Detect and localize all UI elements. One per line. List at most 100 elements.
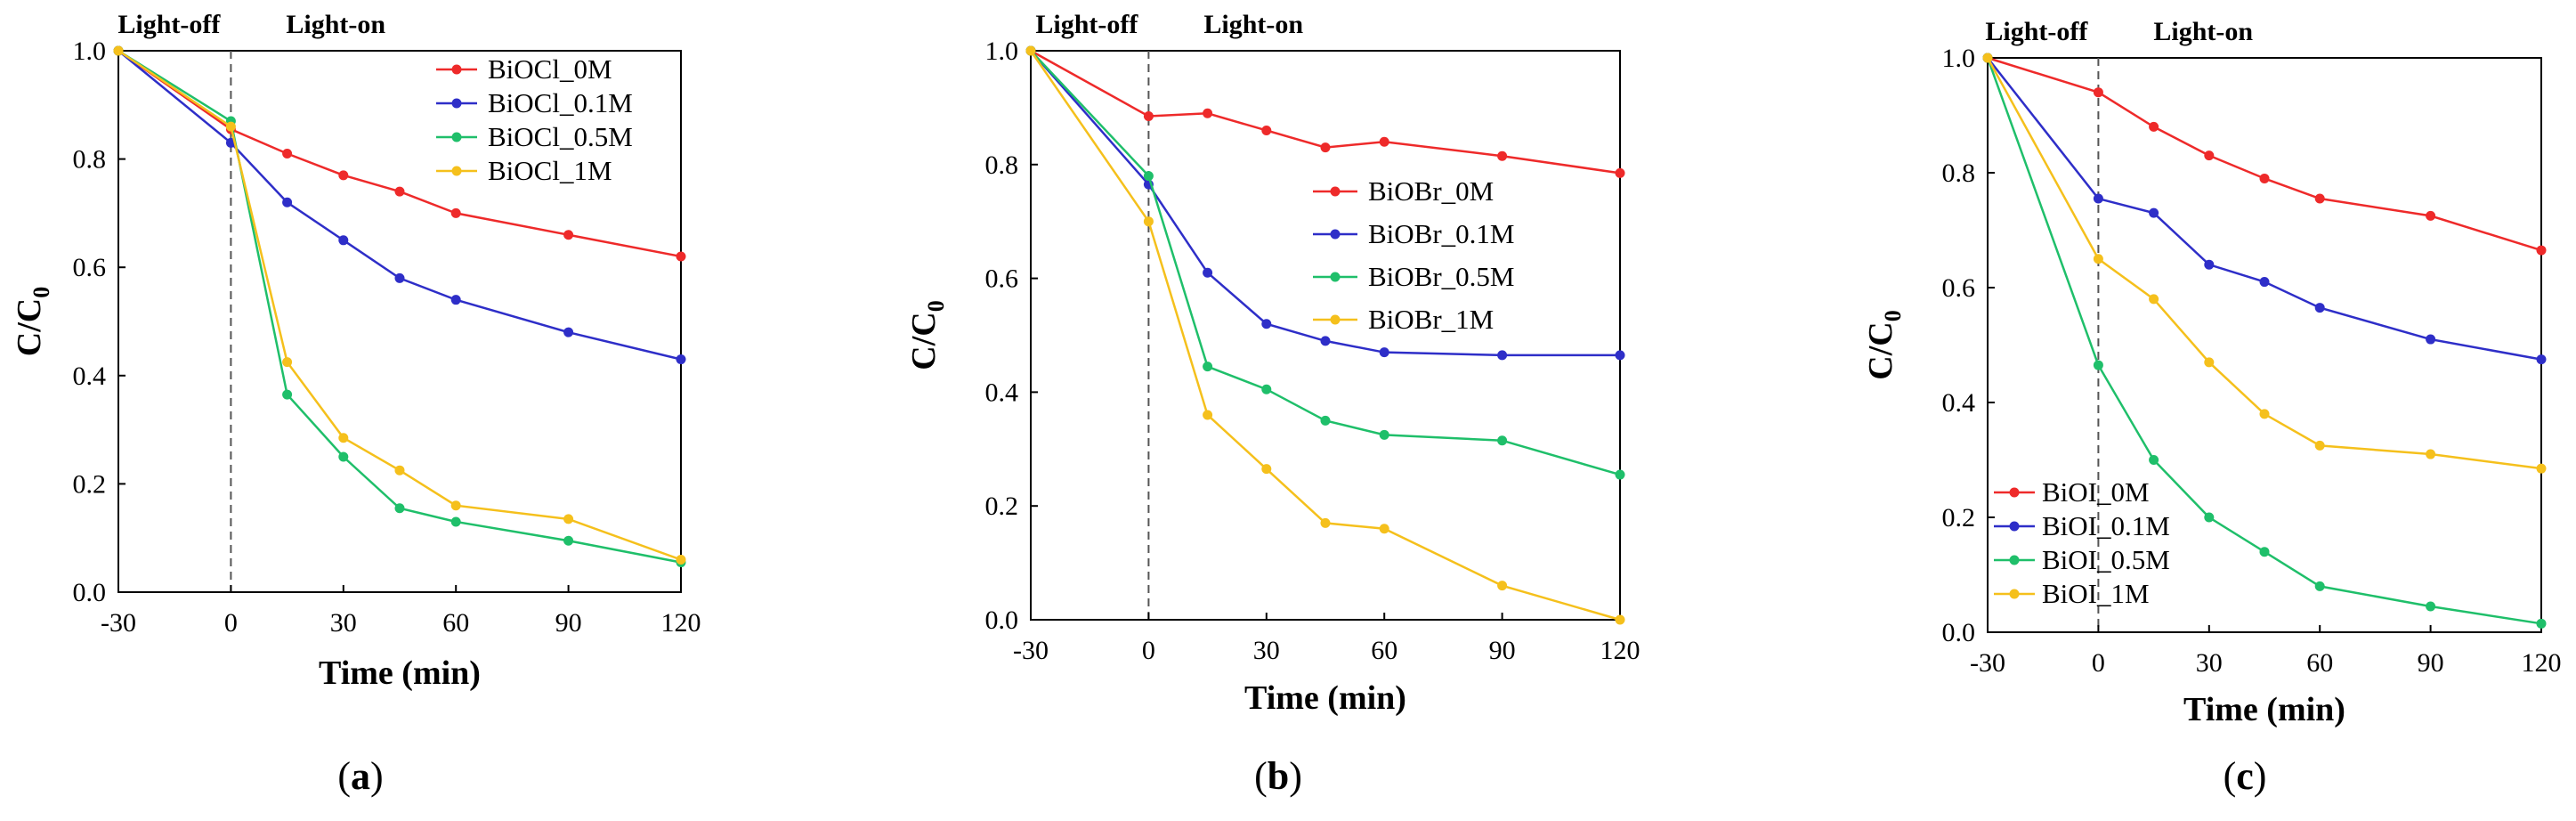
data-point <box>2426 601 2436 612</box>
y-tick-label: 1.0 <box>985 37 1019 66</box>
data-point <box>1203 267 1213 278</box>
caption-open-paren: ( <box>337 754 351 798</box>
y-tick-label: 0.8 <box>1942 159 1976 188</box>
data-point <box>1615 167 1625 178</box>
legend-swatch-marker <box>1330 272 1341 282</box>
series-4 <box>1982 53 2547 474</box>
y-axis-title: C/C0 <box>1862 310 1906 379</box>
data-point <box>1615 350 1625 361</box>
legend-entry-label: BiOI_0.5M <box>2042 544 2170 575</box>
data-point <box>2426 210 2436 221</box>
legend-entry-label: BiOCl_0.5M <box>488 121 633 152</box>
data-point <box>1261 125 1272 135</box>
series-2 <box>1982 53 2547 365</box>
data-point <box>2536 245 2547 256</box>
data-point <box>2426 449 2436 459</box>
data-point <box>2204 150 2215 161</box>
series-4 <box>113 45 686 565</box>
data-point <box>1379 524 1389 534</box>
legend-entry-label: BiOI_0.1M <box>2042 510 2170 541</box>
y-tick-label: 0.4 <box>985 378 1019 407</box>
y-tick-label: 0.6 <box>1942 273 1976 303</box>
x-tick-label: -30 <box>1013 636 1049 665</box>
legend-swatch-marker <box>1330 314 1341 325</box>
x-tick-label: -30 <box>1970 648 2005 678</box>
data-point <box>563 535 574 546</box>
data-point <box>2093 193 2103 204</box>
x-tick-label: 30 <box>1253 636 1280 665</box>
data-point <box>563 230 574 240</box>
data-point <box>1320 336 1331 346</box>
x-tick-label: 0 <box>2092 648 2105 678</box>
panel-caption: (b) <box>1254 754 1302 798</box>
legend-swatch-marker <box>2009 555 2020 565</box>
y-tick-label: 0.2 <box>985 492 1019 521</box>
series-1 <box>1982 53 2547 256</box>
data-point <box>1203 410 1213 420</box>
annotation-light-on: Light-on <box>2153 17 2253 46</box>
x-tick-label: 90 <box>555 608 582 638</box>
data-point <box>113 45 124 56</box>
data-point <box>282 149 293 159</box>
data-point <box>1261 384 1272 394</box>
data-point <box>1143 171 1154 182</box>
data-point <box>2149 121 2159 132</box>
caption-open-paren: ( <box>2224 754 2237 798</box>
legend-entry-label: BiOI_1M <box>2042 578 2150 609</box>
series-line <box>1030 50 1621 476</box>
legend-entry-label: BiOCl_0M <box>488 53 612 85</box>
y-tick-label: 1.0 <box>1942 44 1976 73</box>
series-line <box>1987 57 2542 361</box>
legend-swatch-marker <box>451 98 462 109</box>
data-point <box>1982 53 1993 63</box>
caption-open-paren: ( <box>1254 754 1268 798</box>
data-point <box>1143 216 1154 227</box>
legend-swatch-marker <box>451 166 462 176</box>
y-axis-title-main: C/C <box>11 298 48 356</box>
data-point <box>450 516 461 527</box>
y-axis-title-subscript: 0 <box>1880 310 1906 321</box>
legend-swatch-marker <box>451 132 462 142</box>
series-line <box>117 49 682 561</box>
data-point <box>394 503 405 514</box>
plot-frame <box>1987 57 2542 633</box>
x-tick-label: 30 <box>330 608 357 638</box>
data-point <box>2204 259 2215 270</box>
data-point <box>2536 463 2547 474</box>
data-point <box>1497 581 1508 591</box>
data-point <box>2314 581 2325 591</box>
x-tick-label: 90 <box>1489 636 1516 665</box>
data-point <box>2314 303 2325 313</box>
data-point <box>394 465 405 476</box>
series-3 <box>1025 45 1625 480</box>
series-line <box>1029 50 1621 622</box>
legend-entry-label: BiOBr_0.1M <box>1368 218 1515 249</box>
x-tick-label: 0 <box>224 608 238 638</box>
legend-swatch-marker <box>2009 521 2020 532</box>
legend-entry-label: BiOBr_0M <box>1368 175 1494 207</box>
data-point <box>1379 136 1389 147</box>
y-tick-label: 0.8 <box>985 150 1019 180</box>
data-point <box>1379 347 1389 358</box>
data-point <box>282 357 293 368</box>
data-point <box>1320 517 1331 528</box>
data-point <box>394 272 405 283</box>
caption-close-paren: ) <box>370 754 384 798</box>
annotation-light-off: Light-off <box>1035 10 1138 39</box>
annotation-light-on: Light-on <box>286 10 385 39</box>
data-point <box>676 555 686 565</box>
data-point <box>2259 277 2270 288</box>
series-line <box>1030 49 1621 175</box>
y-axis-title-subscript: 0 <box>923 300 949 312</box>
data-point <box>2426 334 2436 345</box>
series-line <box>1987 56 2542 252</box>
data-point <box>2093 360 2103 370</box>
x-tick-label: 60 <box>2306 648 2333 678</box>
data-point <box>338 235 349 246</box>
chart-panel-1: 0.0 0.2 0.4 0.6 0.8 1.0 -30 0 30 60 90 120 Time (min… <box>11 10 701 798</box>
x-axis-title: Time (min) <box>2183 691 2345 728</box>
x-tick-label: 60 <box>1371 636 1397 665</box>
series-line <box>1986 57 2542 625</box>
data-point <box>1261 319 1272 329</box>
plot-frame <box>117 50 682 593</box>
